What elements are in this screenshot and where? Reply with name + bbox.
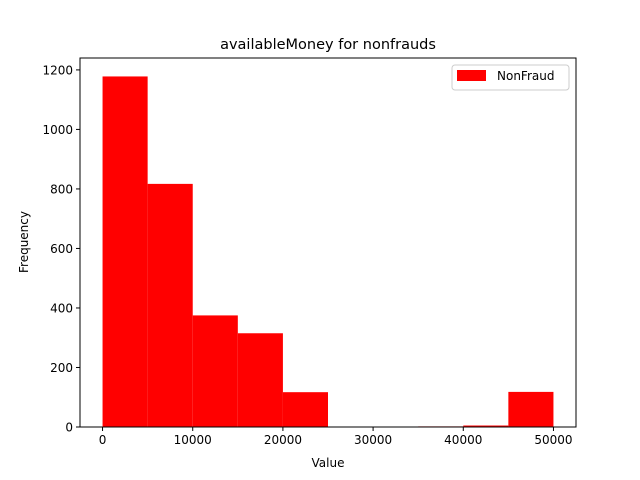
legend-label: NonFraud <box>497 69 554 83</box>
y-tick-label: 600 <box>50 242 73 256</box>
x-tick-label: 0 <box>99 433 107 447</box>
x-tick-label: 20000 <box>264 433 302 447</box>
y-tick-label: 200 <box>50 361 73 375</box>
x-tick-label: 40000 <box>444 433 482 447</box>
legend-swatch <box>457 70 486 81</box>
y-axis-ticks: 0 200 400 600 800 1000 1200 <box>42 63 80 435</box>
x-tick-label: 10000 <box>174 433 212 447</box>
chart-title: availableMoney for nonfrauds <box>220 37 436 53</box>
legend: NonFraud <box>451 64 570 91</box>
histogram-bar <box>192 315 238 427</box>
histogram-bar <box>463 425 509 427</box>
histogram-bar <box>237 333 283 427</box>
y-tick-label: 1200 <box>42 63 73 77</box>
x-axis-ticks: 0 10000 20000 30000 40000 50000 <box>99 427 573 447</box>
y-tick-label: 1000 <box>42 123 73 137</box>
plot-frame <box>79 57 577 428</box>
y-axis-label: Frequency <box>17 211 31 273</box>
bars-group <box>102 76 554 427</box>
histogram-bar <box>282 392 328 427</box>
x-axis-label: Value <box>312 456 345 470</box>
y-tick-label: 800 <box>50 182 73 196</box>
y-tick-label: 0 <box>65 421 73 435</box>
x-tick-label: 30000 <box>354 433 392 447</box>
histogram-bar <box>147 183 193 427</box>
x-tick-label: 50000 <box>534 433 572 447</box>
y-tick-label: 400 <box>50 301 73 315</box>
histogram-bar <box>508 391 554 427</box>
histogram-bar <box>102 76 148 427</box>
